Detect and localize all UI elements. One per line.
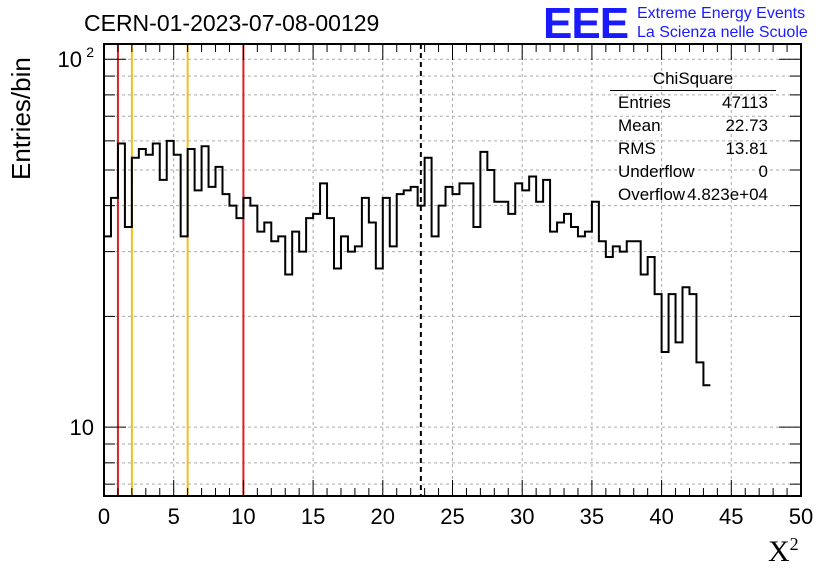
histogram-series xyxy=(104,139,711,387)
stats-row-underflow: Underflow 0 xyxy=(610,160,776,183)
x-tick-labels: 0 5 10 15 20 25 30 35 40 45 50 xyxy=(98,504,813,529)
x-tick-label: 20 xyxy=(371,504,395,529)
stats-key: Mean xyxy=(618,116,661,135)
x-tick-label: 40 xyxy=(649,504,673,529)
logo-line-2: La Scienza nelle Scuole xyxy=(637,24,808,41)
y-tick-label-exponent: 2 xyxy=(86,44,94,60)
x-tick-label: 15 xyxy=(301,504,325,529)
stats-value: 22.73 xyxy=(725,116,768,135)
axis-ticks xyxy=(103,44,802,496)
stats-title: ChiSquare xyxy=(610,68,776,91)
x-axis-label-base: X xyxy=(768,535,790,568)
x-tick-label: 25 xyxy=(440,504,464,529)
stats-value: 4.823e+04 xyxy=(687,185,768,204)
stats-row-rms: RMS 13.81 xyxy=(610,137,776,160)
eee-logo: EEE xyxy=(543,0,629,48)
x-axis-label: X2 xyxy=(768,534,799,569)
reference-lines xyxy=(116,44,422,496)
x-tick-label: 5 xyxy=(168,504,180,529)
stats-key: RMS xyxy=(618,139,656,158)
stats-key: Overflow xyxy=(618,185,686,204)
stats-value: 0 xyxy=(758,162,768,181)
stats-value: 47113 xyxy=(721,93,768,112)
y-tick-label: 10 xyxy=(70,415,94,440)
chart-title: CERN-01-2023-07-08-00129 xyxy=(84,10,380,36)
x-tick-label: 50 xyxy=(789,504,813,529)
stats-row-overflow: Overflow 4.823e+04 xyxy=(610,183,776,206)
x-tick-label: 10 xyxy=(231,504,255,529)
stats-row-entries: Entries 47113 xyxy=(610,91,776,114)
stats-box: ChiSquare Entries 47113 Mean 22.73 RMS 1… xyxy=(610,68,776,206)
stats-key: Underflow xyxy=(618,162,695,181)
x-axis-label-sup: 2 xyxy=(789,534,799,554)
logo-line-1: Extreme Energy Events xyxy=(637,5,806,22)
x-tick-label: 0 xyxy=(98,504,110,529)
stats-value: 13.81 xyxy=(725,139,768,158)
x-tick-label: 45 xyxy=(719,504,743,529)
y-tick-label: 10 xyxy=(58,47,82,72)
x-tick-label: 35 xyxy=(580,504,604,529)
y-axis-label: Entries/bin xyxy=(6,57,36,180)
x-tick-label: 30 xyxy=(510,504,534,529)
stats-key: Entries xyxy=(618,93,671,112)
stats-row-mean: Mean 22.73 xyxy=(610,114,776,137)
